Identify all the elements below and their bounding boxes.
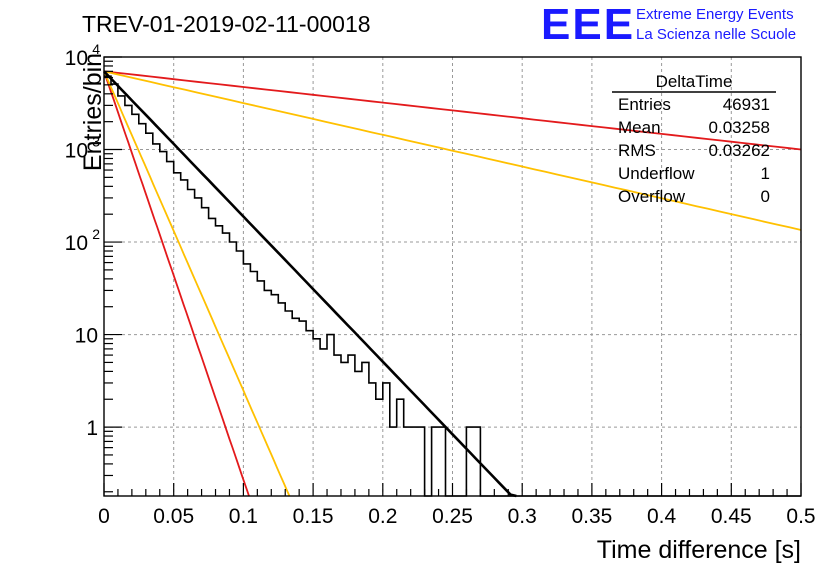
stats-label-overflow: Overflow: [618, 187, 686, 206]
fit-line: [103, 70, 517, 498]
stats-label-entries: Entries: [618, 95, 671, 114]
x-tick-label: 0.2: [368, 505, 397, 528]
y-axis-title: Entries/bin: [79, 53, 107, 171]
series-lines: [103, 70, 802, 497]
x-tick-label: 0.05: [153, 505, 194, 528]
y-tick-label: 10: [75, 325, 98, 348]
stats-value-underflow: 1: [761, 164, 770, 183]
stats-value-overflow: 0: [761, 187, 770, 206]
stats-label-mean: Mean: [618, 118, 661, 137]
x-tick-label: 0.5: [786, 505, 815, 528]
x-tick-label: 0.25: [432, 505, 473, 528]
stats-title: DeltaTime: [656, 72, 733, 91]
logo-line1: Extreme Energy Events: [636, 6, 794, 23]
reference-line: [103, 70, 802, 151]
x-tick-label: 0.3: [508, 505, 537, 528]
stats-value-mean: 0.03258: [709, 118, 770, 137]
reference-line: [103, 71, 250, 497]
stats-value-entries: 46931: [723, 95, 770, 114]
y-tick-label: 10: [65, 47, 88, 70]
x-tick-label: 0.1: [229, 505, 258, 528]
y-tick-exponent: 4: [92, 41, 100, 57]
x-tick-label: 0.15: [293, 505, 334, 528]
eee-logo: EEE Extreme Energy Events La Scienza nel…: [541, 0, 796, 49]
x-axis-title: Time difference [s]: [597, 536, 801, 564]
x-axis: 0 0.05 0.1 0.15 0.2 0.25 0.3 0.35 0.4 0.45 0.5: [98, 483, 816, 528]
x-tick-label: 0: [98, 505, 110, 528]
y-tick-label: 10: [65, 232, 88, 255]
chart-title: TREV-01-2019-02-11-00018: [82, 11, 371, 37]
reference-line: [103, 70, 802, 231]
x-tick-label: 0.4: [647, 505, 677, 528]
stats-box: DeltaTime Entries 46931 Mean 0.03258 RMS…: [612, 72, 776, 206]
stats-value-rms: 0.03262: [709, 141, 770, 160]
stats-label-underflow: Underflow: [618, 164, 695, 183]
y-tick-exponent: 3: [92, 134, 100, 150]
y-tick-exponent: 2: [92, 226, 100, 242]
fit-curve: [103, 70, 517, 498]
reference-line: [103, 70, 291, 497]
x-tick-label: 0.35: [571, 505, 612, 528]
logo-eee-text: EEE: [541, 0, 635, 49]
logo-line2: La Scienza nelle Scuole: [636, 26, 796, 43]
stats-label-rms: RMS: [618, 141, 656, 160]
y-tick-label: 10: [65, 140, 88, 163]
x-tick-label: 0.45: [711, 505, 752, 528]
grid: [104, 57, 801, 496]
y-tick-label: 1: [86, 417, 98, 440]
